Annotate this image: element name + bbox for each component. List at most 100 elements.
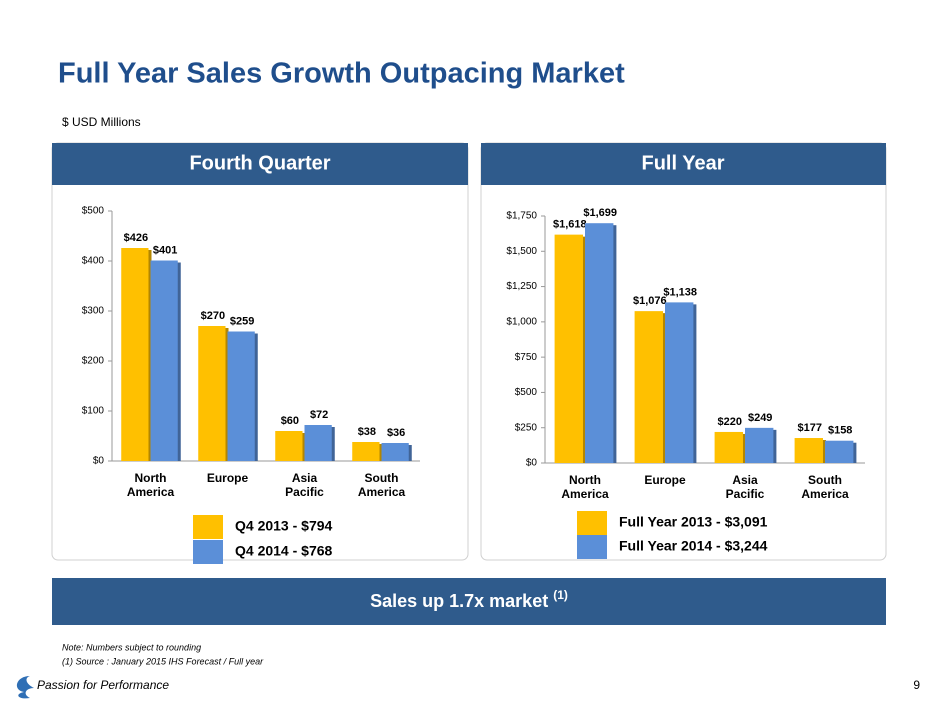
legend-swatch xyxy=(193,540,223,564)
bar-side xyxy=(742,433,746,463)
panel-header xyxy=(481,143,886,185)
y-tick-label: $1,750 xyxy=(506,211,537,222)
note: Note: Numbers subject to rounding xyxy=(62,642,201,652)
y-tick-label: $0 xyxy=(526,458,538,469)
data-label: $249 xyxy=(748,412,772,424)
bar xyxy=(198,326,226,461)
data-label: $1,076 xyxy=(633,295,667,307)
bar xyxy=(794,438,823,463)
data-label: $158 xyxy=(828,425,852,437)
footer-tagline: Passion for Performance xyxy=(37,678,169,692)
bar xyxy=(714,431,743,463)
x-tick-line: Europe xyxy=(644,473,686,487)
bar-side xyxy=(822,440,826,463)
data-label: $1,138 xyxy=(663,286,697,298)
x-tick-label: South America xyxy=(801,473,849,501)
y-tick-label: $500 xyxy=(515,387,538,398)
bar-side xyxy=(176,262,181,461)
bar-side xyxy=(662,313,666,463)
x-tick-label: North America xyxy=(561,473,609,501)
legend-label: Full Year 2014 - $3,244 xyxy=(619,538,768,554)
data-label: $177 xyxy=(798,422,822,434)
bar xyxy=(121,248,149,461)
bar xyxy=(745,427,774,463)
data-label: $1,618 xyxy=(553,219,587,231)
bar-side xyxy=(612,225,617,463)
y-tick-label: $1,000 xyxy=(506,316,537,327)
x-tick-line: America xyxy=(561,487,609,501)
bar xyxy=(554,234,583,463)
bar-side xyxy=(772,429,777,463)
subtitle: $ USD Millions xyxy=(62,115,141,129)
page-number: 9 xyxy=(913,678,920,692)
bar xyxy=(304,425,332,461)
bar xyxy=(634,311,663,463)
bar-side xyxy=(147,250,152,461)
bar-side xyxy=(582,236,586,463)
data-label: $38 xyxy=(358,426,376,438)
panel-header xyxy=(52,143,468,185)
x-tick-line: Asia xyxy=(292,471,318,485)
data-label: $426 xyxy=(124,232,148,244)
x-tick-line: America xyxy=(801,487,849,501)
y-tick-label: $100 xyxy=(82,406,105,417)
y-tick-label: $0 xyxy=(93,456,105,467)
bar xyxy=(825,440,854,463)
legend-swatch xyxy=(193,515,223,539)
banner-text: Sales up 1.7x market (1) xyxy=(370,588,568,611)
bar-side xyxy=(407,445,412,461)
x-tick-line: Pacific xyxy=(285,485,324,499)
x-tick-line: America xyxy=(127,485,175,499)
logo xyxy=(16,676,34,699)
data-label: $60 xyxy=(281,415,299,427)
banner-superscript: (1) xyxy=(553,588,568,602)
y-tick-label: $1,500 xyxy=(506,246,537,257)
y-tick-label: $300 xyxy=(82,306,105,317)
bar xyxy=(381,443,409,461)
x-tick-line: Pacific xyxy=(726,487,765,501)
data-label: $36 xyxy=(387,427,405,439)
y-tick-label: $250 xyxy=(515,422,538,433)
panel xyxy=(51,142,469,561)
slide-title: Full Year Sales Growth Outpacing Market xyxy=(58,58,625,90)
data-label: $1,699 xyxy=(583,207,617,219)
x-tick-line: Asia xyxy=(732,473,758,487)
bar-side xyxy=(301,433,306,461)
x-tick-label: South America xyxy=(358,471,406,499)
x-tick-label: Europe xyxy=(207,471,249,485)
x-tick-line: America xyxy=(358,485,406,499)
x-tick-line: South xyxy=(808,473,842,487)
legend-label: Q4 2013 - $794 xyxy=(235,518,333,534)
bar-side xyxy=(224,328,229,461)
x-tick-label: Asia Pacific xyxy=(726,473,765,501)
bar xyxy=(227,331,255,461)
bar xyxy=(665,302,694,463)
bar xyxy=(275,431,303,461)
y-tick-label: $1,250 xyxy=(506,281,537,292)
chart-title: Full Year xyxy=(641,152,724,174)
x-tick-line: South xyxy=(365,471,399,485)
y-tick-label: $200 xyxy=(82,356,105,367)
bar-side xyxy=(253,333,258,461)
data-label: $72 xyxy=(310,409,328,421)
x-tick-line: North xyxy=(569,473,601,487)
banner xyxy=(52,578,886,625)
bar-side xyxy=(330,427,335,461)
x-tick-label: Asia Pacific xyxy=(285,471,324,499)
bar-side xyxy=(852,442,857,463)
data-label: $401 xyxy=(153,244,177,256)
data-label: $259 xyxy=(230,315,254,327)
y-tick-label: $750 xyxy=(515,352,538,363)
legend-label: Q4 2014 - $768 xyxy=(235,543,333,559)
bar-side xyxy=(692,304,697,463)
x-tick-label: Europe xyxy=(644,473,686,487)
legend-label: Full Year 2013 - $3,091 xyxy=(619,514,768,530)
note: (1) Source : January 2015 IHS Forecast /… xyxy=(62,656,264,666)
x-tick-line: Europe xyxy=(207,471,249,485)
x-tick-line: North xyxy=(135,471,167,485)
chart-title: Fourth Quarter xyxy=(189,152,330,174)
y-tick-label: $400 xyxy=(82,256,105,267)
legend-swatch xyxy=(577,535,607,559)
bar xyxy=(352,442,380,461)
